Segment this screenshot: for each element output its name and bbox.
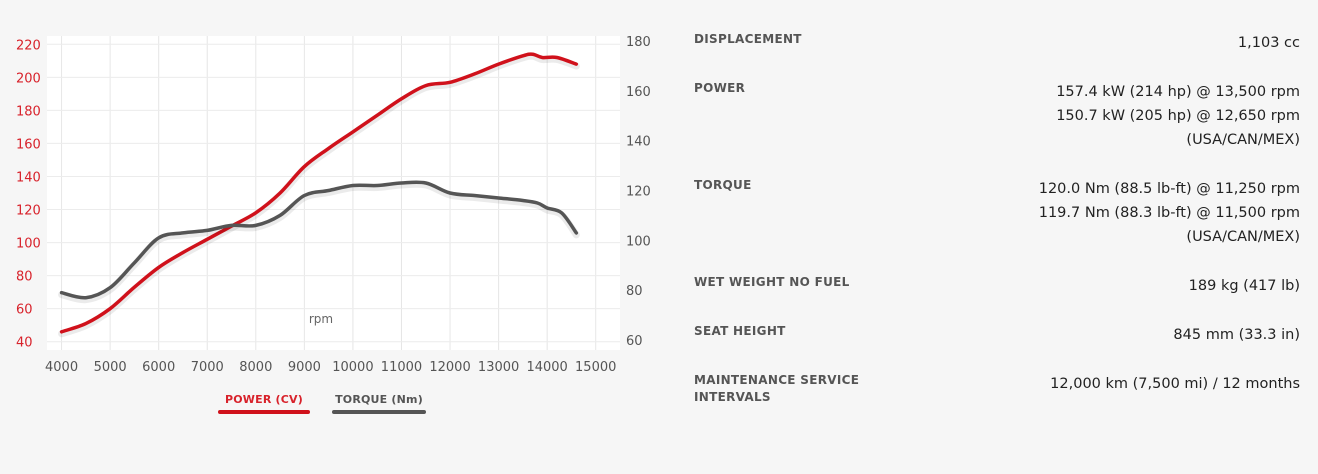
spec-label: DISPLACEMENT — [694, 32, 802, 46]
x-tick-label: 12000 — [429, 360, 470, 375]
y-left-tick-label: 80 — [16, 270, 33, 285]
x-tick-label: 5000 — [94, 360, 127, 375]
spec-label: TORQUE — [694, 178, 752, 192]
legend-torque-swatch — [332, 410, 426, 414]
performance-chart: 4000 5000 6000 7000 8000 9000 10000 11000 12000 1… — [16, 35, 651, 414]
y-right-tick-label: 160 — [626, 85, 651, 100]
y-right-tick-label: 80 — [626, 284, 643, 299]
spec-value-line: 12,000 km (7,500 mi) / 12 months — [1050, 376, 1300, 392]
x-tick-label: 7000 — [191, 360, 224, 375]
spec-label: MAINTENANCE SERVICE INTERVALS — [694, 373, 860, 404]
x-tick-label: 13000 — [478, 360, 519, 375]
spec-value-line: (USA/CAN/MEX) — [1186, 132, 1300, 148]
y-left-tick-label: 160 — [16, 137, 41, 152]
legend-power[interactable]: POWER (CV) — [218, 393, 310, 414]
x-tick-label: 6000 — [142, 360, 175, 375]
legend-power-label: POWER (CV) — [224, 393, 303, 406]
y-right-tick-label: 100 — [626, 234, 651, 249]
x-tick-label: 8000 — [239, 360, 272, 375]
spec-value: 845 mm (33.3 in) — [920, 323, 1300, 347]
power-series-line — [59, 52, 579, 334]
spec-value-line: 120.0 Nm (88.5 lb-ft) @ 11,250 rpm — [1038, 181, 1300, 197]
spec-label: POWER — [694, 81, 746, 95]
y-left-tick-label: 100 — [16, 237, 41, 252]
x-tick-label: 11000 — [381, 360, 422, 375]
spec-value-line: 189 kg (417 lb) — [1188, 278, 1300, 294]
chart-svg: 4000 5000 6000 7000 8000 9000 10000 11000 12000 1… — [16, 35, 651, 375]
x-tick-label: 9000 — [288, 360, 321, 375]
x-tick-label: 10000 — [332, 360, 373, 375]
spec-value-line: 150.7 kW (205 hp) @ 12,650 rpm — [1056, 108, 1300, 124]
spec-label: SEAT HEIGHT — [694, 324, 786, 338]
spec-value: 120.0 Nm (88.5 lb-ft) @ 11,250 rpm 119.7… — [920, 177, 1300, 249]
legend-torque[interactable]: TORQUE (Nm) — [332, 393, 426, 414]
x-axis-label: rpm — [309, 312, 333, 326]
y-left-tick-label: 120 — [16, 204, 41, 219]
x-tick-label: 14000 — [526, 360, 567, 375]
y-left-tick-label: 60 — [16, 303, 33, 318]
torque-series-line — [59, 180, 579, 300]
spec-value-line: 845 mm (33.3 in) — [1173, 327, 1300, 343]
y-left-tick-label: 180 — [16, 104, 41, 119]
spec-value-line: (USA/CAN/MEX) — [1186, 229, 1300, 245]
spec-value-line: 1,103 cc — [1237, 35, 1300, 51]
y-left-tick-label: 140 — [16, 170, 41, 185]
legend-torque-label: TORQUE (Nm) — [335, 393, 423, 406]
y-left-tick-label: 40 — [16, 336, 33, 351]
spec-value-line: 157.4 kW (214 hp) @ 13,500 rpm — [1056, 84, 1300, 100]
y-right-tick-label: 140 — [626, 135, 651, 150]
plot-area — [47, 36, 620, 350]
spec-value-line: 119.7 Nm (88.3 lb-ft) @ 11,500 rpm — [1038, 205, 1300, 221]
y-right-tick-label: 180 — [626, 35, 651, 50]
spec-value: 12,000 km (7,500 mi) / 12 months — [920, 372, 1300, 396]
legend-power-swatch — [218, 410, 310, 414]
y-right-tick-label: 120 — [626, 185, 651, 200]
x-tick-label: 15000 — [575, 360, 616, 375]
y-right-tick-label: 60 — [626, 334, 643, 349]
spec-value: 157.4 kW (214 hp) @ 13,500 rpm 150.7 kW … — [920, 80, 1300, 152]
spec-label: WET WEIGHT NO FUEL — [694, 275, 850, 289]
spec-value: 189 kg (417 lb) — [920, 274, 1300, 298]
x-tick-label: 4000 — [45, 360, 78, 375]
y-left-tick-label: 200 — [16, 71, 41, 86]
y-left-tick-label: 220 — [16, 38, 41, 53]
spec-value: 1,103 cc — [920, 31, 1300, 55]
